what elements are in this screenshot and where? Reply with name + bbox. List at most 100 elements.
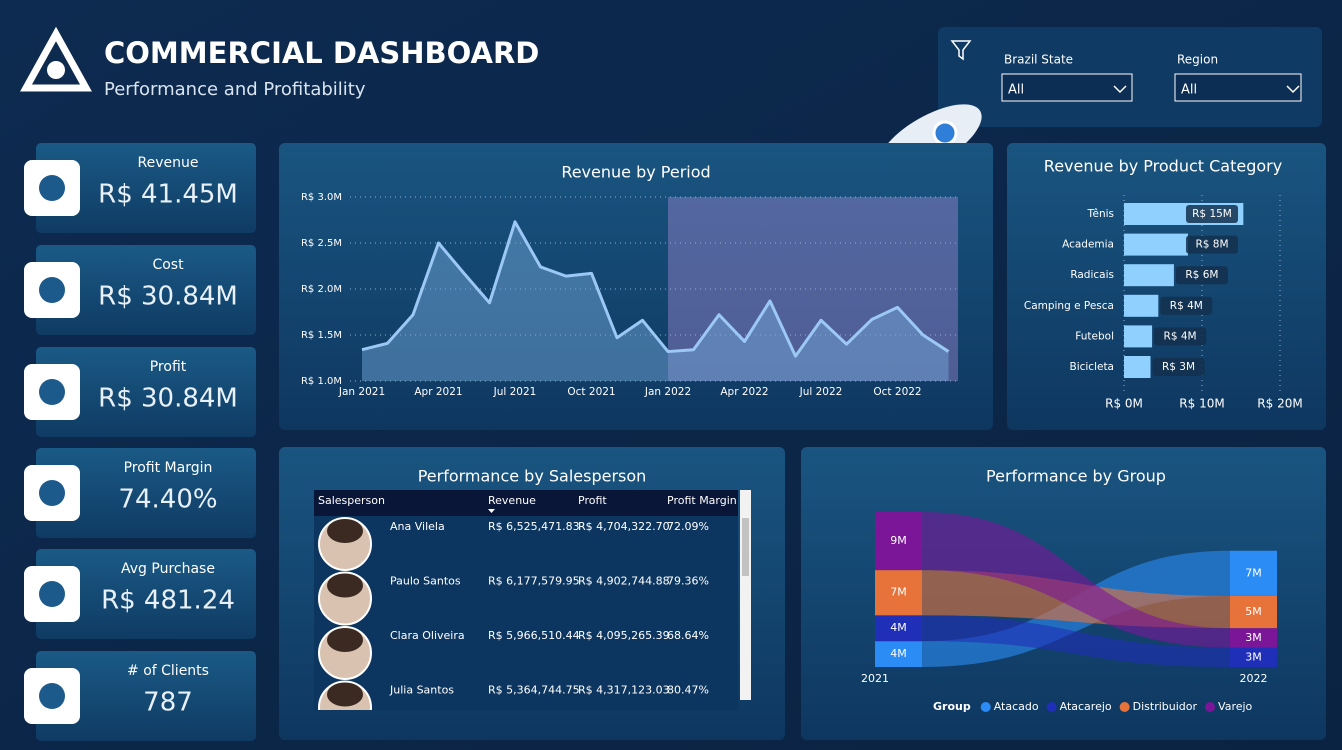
- dropdown[interactable]: [1001, 73, 1133, 102]
- chart-title: Revenue by Product Category: [1044, 157, 1282, 176]
- area: [362, 221, 949, 381]
- cell: R$ 5,966,510.44: [488, 629, 580, 642]
- y-tick-label: R$ 2.5M: [301, 238, 342, 249]
- column-label: 2021: [861, 672, 889, 685]
- kpi-label: # of Clients: [127, 663, 209, 679]
- node: [1230, 595, 1277, 629]
- category-label: Futebol: [1075, 330, 1114, 342]
- cell: 72.09%: [667, 520, 709, 533]
- cell: R$ 6,525,471.83: [488, 520, 580, 533]
- kpi-value: 74.40%: [118, 485, 217, 515]
- kpi-value: R$ 30.84M: [98, 282, 238, 312]
- kpi-label: Revenue: [138, 155, 199, 171]
- kpi-value: R$ 41.45M: [98, 180, 238, 210]
- node-label: 3M: [1245, 650, 1262, 663]
- cell: 68.64%: [667, 629, 709, 642]
- node: [1230, 647, 1277, 667]
- value-label: R$ 6M: [1185, 269, 1218, 281]
- flow: [922, 511, 1230, 648]
- legend-label: Distribuidor: [1133, 700, 1198, 713]
- dropdown[interactable]: [1174, 73, 1302, 102]
- value-label-bg: [1154, 327, 1207, 346]
- x-tick-label: Apr 2022: [720, 386, 768, 398]
- kpi-value: 787: [143, 688, 193, 718]
- cell: R$ 4,902,744.88: [578, 575, 670, 588]
- line: [361, 220, 950, 358]
- value-label-bg: [1152, 358, 1205, 376]
- filter-label: Brazil State: [1004, 53, 1073, 67]
- avatar-hair: [327, 573, 363, 598]
- kpi-label: Cost: [152, 257, 184, 273]
- value-label-bg: [1186, 235, 1238, 254]
- node: [875, 570, 922, 616]
- node: [1230, 550, 1277, 596]
- dropdown-arrow: [1113, 85, 1127, 94]
- kpi-icon-glyph: [39, 277, 65, 303]
- kpi-label: Profit: [150, 359, 187, 375]
- category-label: Bicicleta: [1069, 361, 1114, 373]
- node-label: 5M: [1245, 605, 1262, 618]
- bar: [1124, 264, 1174, 287]
- cell: R$ 4,317,123.03: [578, 684, 670, 697]
- kpi-icon-glyph: [39, 379, 65, 405]
- table-header: [314, 490, 738, 516]
- value-label: R$ 15M: [1192, 208, 1232, 220]
- sort-arrow: [488, 509, 495, 513]
- legend-swatch: [1046, 702, 1057, 712]
- avatar-hair: [327, 519, 363, 543]
- x-tick-label: Oct 2021: [567, 386, 615, 398]
- x-tick-label: Oct 2022: [873, 386, 921, 398]
- node-label: 7M: [1245, 566, 1262, 579]
- table-title: Performance by Salesperson: [418, 467, 647, 486]
- avatar-hair: [327, 682, 363, 707]
- column-label: 2022: [1240, 672, 1268, 685]
- table-rows: Ana Vilela R$ 6,525,471.83R$ 4,704,322.70…: [318, 517, 709, 710]
- kpi-label: Avg Purchase: [121, 561, 215, 577]
- value-label-bg: [1175, 266, 1228, 285]
- value-label-bg: [1186, 205, 1238, 223]
- category-label: Tênis: [1087, 208, 1114, 220]
- scrollbar[interactable]: [740, 490, 751, 700]
- scroll-thumb[interactable]: [742, 518, 749, 576]
- legend-title: Group: [933, 700, 971, 713]
- y-tick-label: R$ 3.0M: [301, 192, 342, 203]
- x-tick-label: Jul 2021: [493, 386, 537, 398]
- cell: 80.47%: [667, 684, 709, 697]
- value-label: R$ 8M: [1195, 239, 1228, 251]
- node: [875, 615, 922, 642]
- bar: [1124, 356, 1151, 378]
- kpi-card: [36, 448, 256, 538]
- node-label: 4M: [890, 647, 907, 660]
- y-tick-label: R$ 2.0M: [301, 284, 342, 295]
- node: [875, 641, 922, 667]
- x-tick-label: Jan 2022: [644, 386, 691, 398]
- legend-swatch: [1205, 702, 1216, 712]
- node-label: 4M: [890, 621, 907, 634]
- value-label: R$ 4M: [1170, 300, 1203, 312]
- column-header: Profit: [578, 494, 607, 507]
- kpi-label: Profit Margin: [124, 460, 213, 476]
- legend-swatch: [1119, 702, 1130, 712]
- cell: R$ 4,704,322.70: [578, 520, 670, 533]
- node-label: 9M: [890, 534, 907, 547]
- y-tick-label: R$ 1.0M: [301, 376, 342, 387]
- cell: R$ 5,364,744.75: [488, 684, 580, 697]
- kpi-card: [36, 651, 256, 741]
- x-tick-label: R$ 10M: [1179, 397, 1224, 411]
- x-tick-label: R$ 20M: [1257, 397, 1302, 411]
- category-label: Radicais: [1070, 269, 1114, 281]
- chart-title: Revenue by Period: [561, 163, 710, 182]
- kpi-icon-glyph: [39, 581, 65, 607]
- logo: [20, 26, 92, 92]
- cell: Ana Vilela: [390, 520, 445, 533]
- category-label: Camping e Pesca: [1024, 300, 1114, 312]
- filter-icon: [950, 40, 972, 61]
- column-header: Profit Margin: [667, 494, 737, 507]
- cell: Paulo Santos: [390, 575, 461, 588]
- filter-label: Region: [1177, 53, 1218, 67]
- legend-swatch: [980, 702, 991, 712]
- value-label: R$ 4M: [1164, 330, 1197, 342]
- legend-label: Atacado: [994, 700, 1039, 713]
- dropdown-value: All: [1008, 83, 1024, 98]
